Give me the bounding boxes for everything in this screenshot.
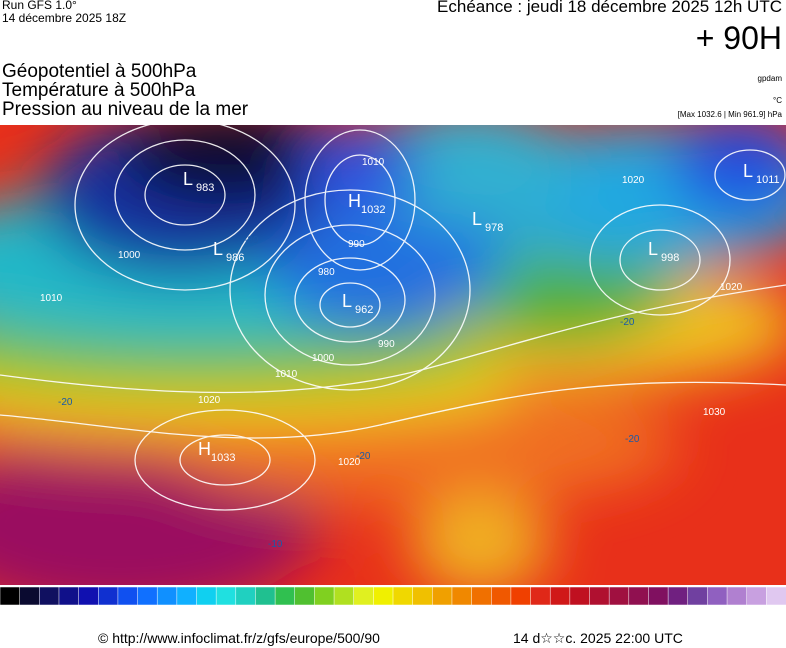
colorbar-cell (137, 586, 158, 606)
colorbar-cell (471, 586, 493, 606)
unit: °C (773, 96, 782, 105)
isotherm-label: -20 (58, 397, 73, 408)
legend-line: Pression au niveau de la mer (2, 99, 249, 120)
colorbar-cell (58, 586, 80, 606)
legend-line: Géopotentiel à 500hPa (2, 61, 197, 82)
unit: gpdam (757, 74, 782, 83)
colorbar-cell (628, 586, 650, 606)
colorbar-cell (687, 586, 709, 606)
colorbar-cell (491, 586, 512, 606)
colorbar-cell (235, 586, 257, 606)
colorbar-cell (98, 586, 119, 606)
colorbar-cell (196, 586, 217, 606)
range: [Max 1032.6 | Min 961.9] hPa (677, 110, 782, 119)
center-kind: L (213, 239, 223, 259)
isobar-label: 990 (378, 339, 395, 350)
run-date: 14 décembre 2025 18Z (2, 11, 127, 25)
colorbar-cell (215, 586, 237, 606)
colorbar-cell (39, 586, 60, 606)
isotherm-label: -20 (620, 317, 635, 328)
isotherm-label: -20 (625, 434, 640, 445)
colorbar-cell (530, 586, 551, 606)
lead-time: + 90H (695, 20, 782, 56)
colorbar-cell (549, 586, 571, 606)
isotherm-label: -10 (268, 539, 283, 550)
center-kind: L (743, 161, 753, 181)
colorbar-cell (294, 586, 316, 606)
colorbar-cell (648, 586, 669, 606)
colorbar-cell (608, 586, 630, 606)
center-value: 978 (485, 222, 503, 234)
center-kind: L (342, 291, 352, 311)
isobar-label: 1030 (703, 407, 726, 418)
colorbar-cell (353, 586, 375, 606)
colorbar-cell (274, 586, 296, 606)
center-kind: L (648, 239, 658, 259)
isobar-label: 1000 (118, 250, 141, 261)
isotherm-label: -30 (244, 235, 259, 246)
colorbar-cell (726, 586, 748, 606)
center-value: 1011 (756, 174, 780, 186)
center-value: 962 (355, 304, 373, 316)
colorbar-cell (373, 586, 394, 606)
colorbar-cell (766, 586, 786, 606)
colorbar-cell (707, 586, 728, 606)
colorbar-cell (78, 586, 99, 606)
center-value: 998 (661, 252, 679, 264)
colorbar-cell (314, 586, 335, 606)
valid-time: Echéance : jeudi 18 décembre 2025 12h UT… (437, 0, 782, 16)
isobar-label: 1010 (40, 293, 63, 304)
colorbar-cell (176, 586, 198, 606)
colorbar-cell (589, 586, 610, 606)
isobar-label: 1000 (312, 353, 335, 364)
colorbar-cell (412, 586, 434, 606)
center-value: 983 (196, 182, 214, 194)
center-value: 986 (226, 252, 244, 264)
colorbar-cell (117, 586, 139, 606)
center-value: 1033 (211, 452, 235, 464)
isobar-label: 1020 (622, 175, 645, 186)
isobar-label: 1020 (338, 457, 361, 468)
colorbar-cell (156, 586, 178, 606)
colorbar-cell (333, 586, 355, 606)
isobar-label: 980 (318, 267, 335, 278)
colorbar-cell (569, 586, 591, 606)
colorbar-cell (432, 586, 453, 606)
center-kind: H (198, 439, 211, 459)
colorbar-cell (392, 586, 414, 606)
isobar-label: 1020 (720, 282, 743, 293)
colorbar-cell (255, 586, 276, 606)
isotherm-label: -20 (356, 451, 371, 462)
center-kind: L (183, 169, 193, 189)
footer-url: © http://www.infoclimat.fr/z/gfs/europe/… (98, 630, 380, 646)
colorbar-cell (667, 586, 689, 606)
colorbar-cell (0, 586, 21, 606)
isobar-label: 1010 (275, 369, 298, 380)
center-kind: H (348, 191, 361, 211)
colorbar-cell (19, 586, 41, 606)
center-value: 1032 (361, 204, 385, 216)
center-kind: L (472, 209, 482, 229)
colorbar-cell (451, 586, 473, 606)
footer-date: 14 d☆☆c. 2025 22:00 UTC (513, 630, 683, 646)
isobar-label: 1020 (198, 395, 221, 406)
isobar-label: 990 (348, 239, 365, 250)
colorbar-cell (746, 586, 768, 606)
isobar-label: 1010 (362, 157, 385, 168)
legend-line: Température à 500hPa (2, 80, 196, 101)
colorbar-cell (510, 586, 532, 606)
run: Run GFS 1.0° (2, 0, 77, 12)
